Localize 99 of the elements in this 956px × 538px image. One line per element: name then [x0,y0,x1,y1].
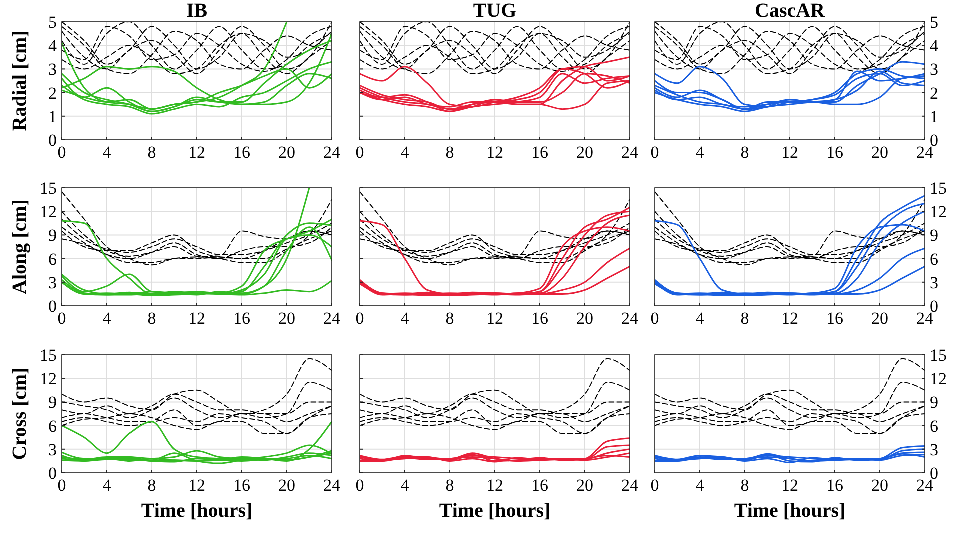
x-tick-label: 12 [188,309,206,328]
y-axis-title: Radial [cm] [9,30,31,132]
y-tick-label: 15 [40,179,57,198]
x-tick-label: 4 [696,143,705,162]
x-tick-label: 20 [278,309,296,328]
chart-title: CascAR [755,0,826,22]
x-tick-label: 12 [486,143,504,162]
x-tick-label: 8 [148,476,156,495]
y-axis-title: Along [cm] [9,200,31,294]
x-tick-label: 8 [740,143,750,162]
x-tick-label: 20 [576,143,594,162]
x-tick-label: 12 [782,309,798,328]
x-tick-label: 8 [446,143,454,162]
x-tick-label: 8 [740,476,750,495]
y-tick-label: 6 [48,250,57,269]
x-tick-label: 12 [188,143,206,162]
x-tick-label: 12 [486,309,504,328]
x-axis-title: Time [hours] [439,500,551,522]
y-tick-label: 4 [930,36,939,56]
x-axis-title: Time [hours] [141,500,253,522]
x-tick-label: 4 [400,143,410,162]
x-tick-label: 12 [782,143,798,162]
y-tick-label: 3 [930,273,938,292]
y-tick-label: 6 [930,416,938,436]
x-tick-label: 24 [324,143,341,162]
y-tick-label: 6 [48,416,57,436]
y-tick-label: 3 [930,60,938,80]
y-tick-label: 15 [40,346,57,365]
x-tick-label: 16 [826,476,844,495]
x-tick-label: 16 [532,476,548,495]
x-tick-label: 4 [696,309,705,328]
x-tick-label: 16 [532,309,548,328]
y-tick-label: 1 [930,107,938,126]
x-tick-label: 8 [446,309,454,328]
x-tick-label: 20 [872,476,888,495]
chart-title: IB [186,0,208,22]
x-tick-label: 8 [148,309,156,328]
x-tick-label: 4 [102,309,112,328]
x-tick-label: 0 [650,309,660,328]
y-tick-label: 3 [48,440,57,460]
x-tick-label: 16 [826,143,844,162]
x-tick-label: 16 [826,309,844,328]
chart-title: TUG [473,0,518,22]
x-tick-label: 4 [400,476,410,495]
y-tick-label: 9 [930,226,938,246]
x-tick-label: 4 [400,309,410,328]
y-tick-label: 0 [48,297,57,316]
y-tick-label: 12 [40,370,57,389]
x-tick-label: 12 [782,476,798,495]
y-tick-label: 9 [930,393,938,412]
x-tick-label: 16 [234,476,250,495]
x-tick-label: 4 [102,476,112,495]
y-tick-label: 15 [930,179,947,198]
x-tick-label: 24 [622,476,639,495]
x-tick-label: 8 [446,476,454,495]
y-tick-label: 3 [48,273,57,292]
x-tick-label: 8 [148,143,156,162]
x-tick-label: 4 [102,143,112,162]
y-tick-label: 0 [48,464,57,483]
y-tick-label: 5 [48,13,57,32]
x-tick-label: 20 [576,309,594,328]
x-tick-label: 16 [532,143,548,162]
y-tick-label: 2 [48,84,57,103]
x-axis-title: Time [hours] [734,500,846,522]
x-tick-label: 4 [696,476,705,495]
x-tick-label: 20 [872,309,888,328]
y-tick-label: 5 [930,13,938,32]
y-tick-label: 9 [48,226,57,246]
y-tick-label: 0 [48,131,57,150]
y-tick-label: 12 [40,202,57,222]
y-tick-label: 1 [48,107,57,126]
x-tick-label: 20 [872,143,888,162]
x-tick-label: 20 [278,143,296,162]
x-tick-label: 20 [278,476,296,495]
y-tick-label: 4 [48,36,58,56]
y-tick-label: 3 [48,60,57,80]
x-tick-label: 16 [234,309,250,328]
y-axis-title: Cross [cm] [9,368,31,460]
x-tick-label: 8 [740,309,750,328]
y-tick-label: 12 [930,370,947,389]
x-tick-label: 0 [356,476,364,495]
y-tick-label: 12 [930,202,947,222]
x-tick-label: 24 [324,309,341,328]
x-tick-label: 24 [622,143,639,162]
x-tick-label: 0 [650,143,660,162]
x-tick-label: 16 [234,143,250,162]
x-tick-label: 0 [650,476,660,495]
y-tick-label: 15 [930,346,947,365]
y-tick-label: 6 [930,250,938,269]
x-tick-label: 24 [622,309,639,328]
x-tick-label: 12 [188,476,206,495]
y-tick-label: 3 [930,440,938,460]
y-tick-label: 9 [48,393,57,412]
x-tick-label: 0 [356,143,364,162]
x-tick-label: 24 [324,476,341,495]
x-tick-label: 20 [576,476,594,495]
x-tick-label: 12 [486,476,504,495]
x-tick-label: 0 [356,309,364,328]
y-tick-label: 2 [930,84,938,103]
